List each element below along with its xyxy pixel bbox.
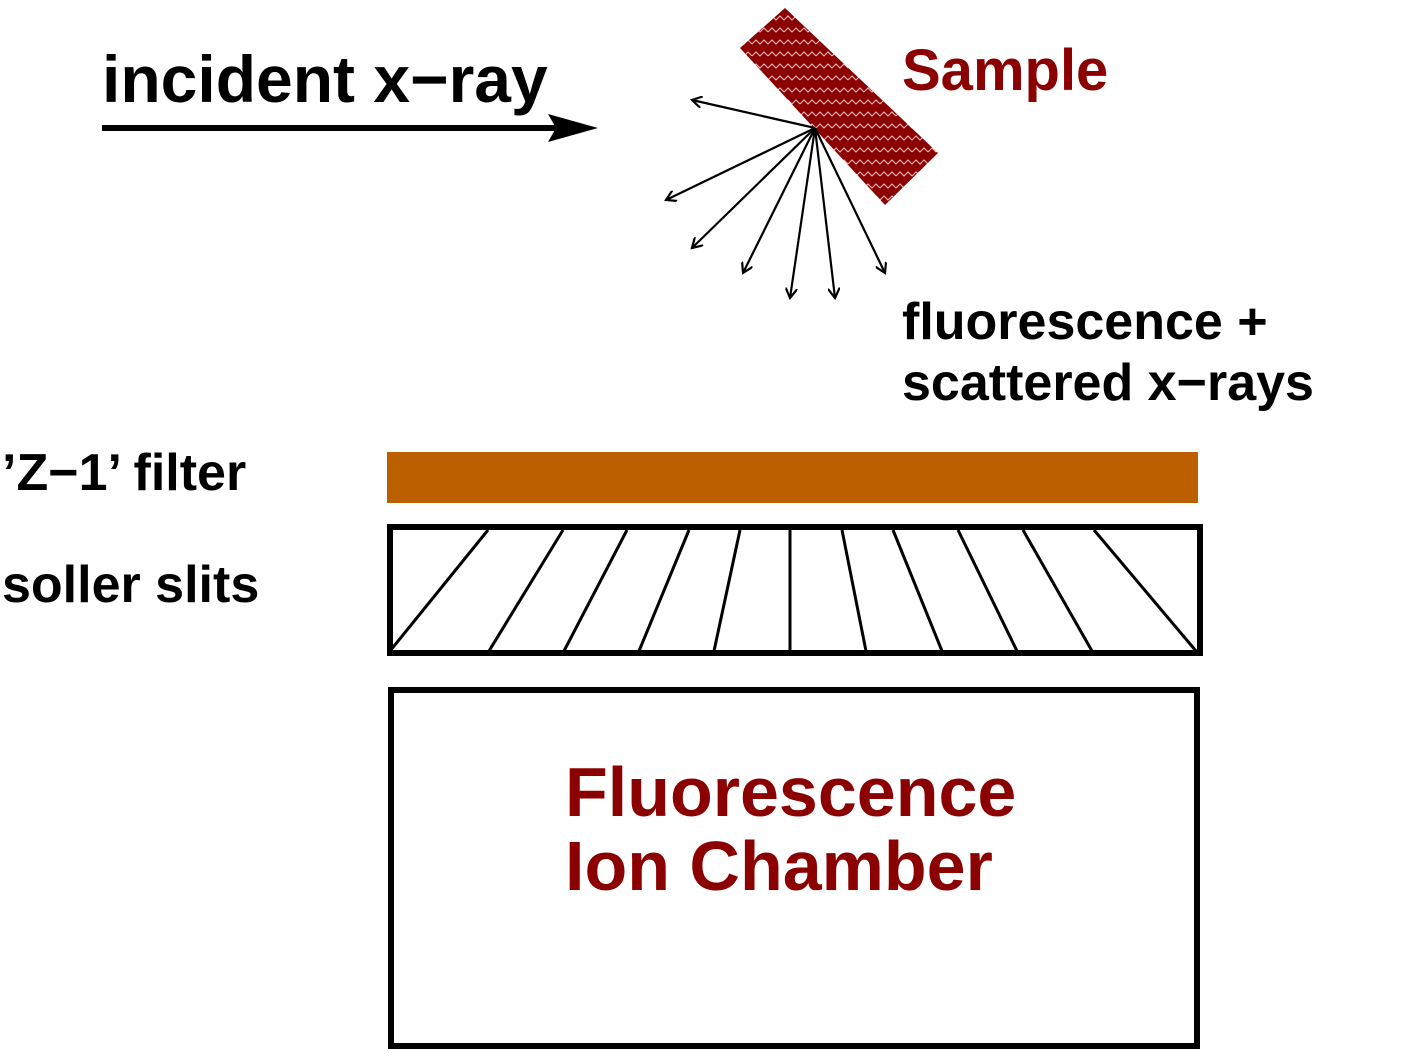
- chamber-label-line1: Fluorescence: [565, 753, 1016, 831]
- filter-bar: [387, 452, 1198, 503]
- incident-beam-arrow: [102, 114, 598, 142]
- ray-arrow: [666, 127, 816, 200]
- incident-xray-label: incident x−ray: [102, 42, 548, 116]
- ray-arrow: [743, 127, 816, 273]
- ray-arrow: [813, 127, 835, 298]
- filter-label: ’Z−1’ filter: [2, 444, 246, 502]
- ray-arrow: [692, 127, 816, 248]
- ray-arrow: [692, 100, 816, 130]
- emission-label-line1: fluorescence +: [902, 293, 1268, 351]
- chamber-label-line2: Ion Chamber: [565, 827, 993, 905]
- soller-slit-blades: [387, 524, 1203, 656]
- ion-chamber-box: [388, 687, 1200, 1049]
- slits-label: soller slits: [2, 556, 259, 614]
- emission-label-line2: scattered x−rays: [902, 354, 1314, 412]
- sample-slab: [740, 8, 938, 205]
- ray-arrow: [790, 127, 817, 298]
- ray-arrow: [814, 127, 885, 273]
- sample-label: Sample: [902, 38, 1108, 103]
- scattered-ray-arrows: [666, 100, 885, 298]
